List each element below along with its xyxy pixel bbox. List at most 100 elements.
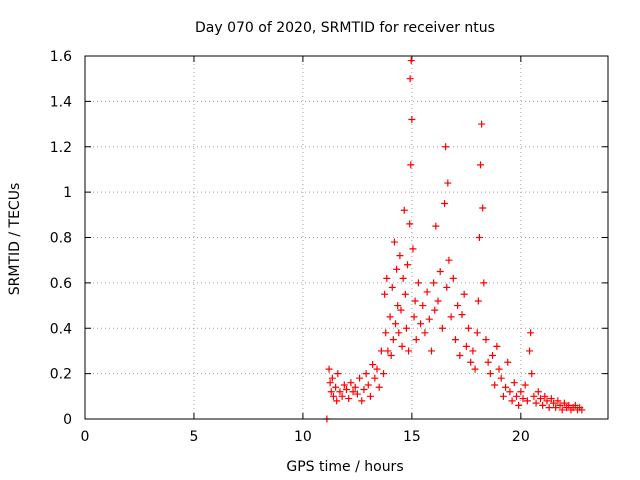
data-point: [369, 361, 377, 369]
data-point: [458, 311, 466, 319]
data-point: [402, 324, 410, 332]
data-point: [425, 315, 433, 323]
data-point: [473, 329, 481, 337]
data-point: [465, 324, 473, 332]
data-point: [414, 279, 422, 287]
data-point: [545, 404, 553, 412]
data-point: [394, 302, 402, 310]
data-point: [409, 245, 417, 253]
data-point: [377, 347, 385, 355]
data-point: [550, 399, 558, 407]
data-point: [427, 347, 435, 355]
data-point: [340, 381, 348, 389]
data-point: [578, 406, 586, 414]
data-point: [480, 279, 488, 287]
data-point: [451, 336, 459, 344]
data-point: [560, 399, 568, 407]
data-point: [543, 397, 551, 405]
data-point: [539, 401, 547, 409]
data-point: [332, 383, 340, 391]
data-point: [541, 392, 549, 400]
data-point: [536, 395, 544, 403]
data-point: [360, 386, 368, 394]
data-point: [445, 256, 453, 264]
data-point: [333, 397, 341, 405]
data-point: [532, 399, 540, 407]
data-point: [419, 302, 427, 310]
data-point: [373, 365, 381, 373]
data-point: [410, 313, 418, 321]
data-point: [443, 283, 451, 291]
data-point: [334, 370, 342, 378]
y-tick-label: 1: [63, 185, 72, 201]
data-point: [474, 297, 482, 305]
data-point: [387, 351, 395, 359]
data-point: [325, 365, 333, 373]
y-tick-label: 1.4: [50, 94, 72, 110]
data-point: [351, 383, 359, 391]
data-point: [506, 388, 514, 396]
data-point: [398, 342, 406, 350]
data-point: [447, 313, 455, 321]
data-point: [552, 404, 560, 412]
x-tick-label: 5: [189, 429, 198, 445]
data-point: [512, 392, 520, 400]
y-tick-label: 0.6: [50, 276, 72, 292]
data-point: [405, 347, 413, 355]
data-point: [527, 329, 535, 337]
data-point: [417, 320, 425, 328]
data-point: [328, 374, 336, 382]
data-point: [471, 365, 479, 373]
data-point: [484, 358, 492, 366]
data-point: [327, 388, 335, 396]
y-tick-label: 0: [63, 412, 72, 428]
data-point: [526, 347, 534, 355]
data-point: [397, 306, 405, 314]
data-point: [375, 383, 383, 391]
y-tick-label: 0.8: [50, 231, 72, 247]
data-point: [528, 370, 536, 378]
x-tick-label: 0: [81, 429, 90, 445]
data-point: [393, 265, 401, 273]
data-point: [390, 238, 398, 246]
data-point: [411, 297, 419, 305]
data-point: [338, 392, 346, 400]
data-point: [423, 288, 431, 296]
data-point: [504, 358, 512, 366]
data-point: [356, 374, 364, 382]
data-point: [431, 306, 439, 314]
data-point: [404, 261, 412, 269]
data-point: [515, 401, 523, 409]
y-tick-label: 1.2: [50, 140, 72, 156]
data-point: [444, 179, 452, 187]
y-axis-title: SRMTID / TECUs: [7, 183, 23, 296]
data-point: [462, 342, 470, 350]
data-point: [508, 397, 516, 405]
data-point: [386, 313, 394, 321]
data-point: [432, 222, 440, 230]
data-point: [486, 370, 494, 378]
data-point: [493, 342, 501, 350]
x-tick-label: 10: [294, 429, 312, 445]
data-point: [406, 220, 414, 228]
data-point: [489, 351, 497, 359]
data-point: [449, 274, 457, 282]
data-point: [364, 381, 372, 389]
data-point: [336, 388, 344, 396]
data-point: [477, 161, 485, 169]
data-points: [323, 57, 586, 423]
data-point: [554, 397, 562, 405]
data-point: [401, 290, 409, 298]
data-point: [421, 329, 429, 337]
data-point: [400, 206, 408, 214]
plot-frame: [84, 55, 609, 420]
data-point: [436, 268, 444, 276]
data-point: [510, 379, 518, 387]
data-point: [408, 116, 416, 124]
data-point: [353, 390, 361, 398]
data-point: [326, 379, 334, 387]
data-point: [565, 401, 573, 409]
data-point: [517, 388, 525, 396]
data-point: [349, 388, 357, 396]
